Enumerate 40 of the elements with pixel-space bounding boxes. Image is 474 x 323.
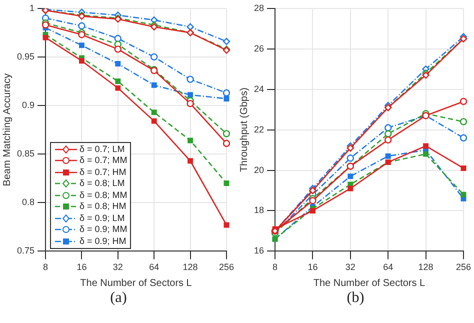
x-tick-label: 16 [308,262,318,272]
x-tick-label: 64 [383,262,394,272]
y-axis-title: Beam Matching Accuracy [2,73,13,186]
x-tick-label: 128 [418,262,434,272]
y-tick-label: 0.95 [16,51,35,62]
y-tick-label: 1 [30,2,35,13]
x-tick-label: 8 [272,262,278,272]
x-tick-label: 16 [76,262,87,272]
legend-label: δ = 0.8; HM [80,201,126,213]
legend-label: δ = 0.8; LM [80,178,125,190]
x-tick-label: 8 [43,262,48,272]
legend-label: δ = 0.7; LM [80,144,125,156]
y-tick-label: 28 [254,2,264,13]
y-tick-label: 18 [254,205,264,216]
legend-label: δ = 0.8; MM [80,190,128,202]
x-tick-label: 128 [182,262,198,272]
x-axis-title: The Number of Sectors L [313,278,426,289]
y-tick-label: 0.8 [22,197,35,208]
x-tick-label: 256 [218,262,234,272]
legend-label: δ = 0.9; LM [80,212,125,224]
y-tick-label: 26 [254,43,264,54]
x-tick-label: 64 [149,262,160,272]
y-tick-label: 0.9 [22,100,35,110]
legend-label: δ = 0.7; HM [80,166,126,178]
x-tick-label: 256 [456,262,472,272]
legend-label: δ = 0.9; MM [80,224,128,236]
x-tick-label: 32 [345,262,356,272]
y-tick-label: 16 [254,246,264,256]
y-axis-title: Throughput (Gbps) [238,88,250,172]
legend-label: δ = 0.9; HM [80,236,126,248]
y-tick-label: 20 [254,164,264,175]
text: (b) [346,290,366,307]
legend-label: δ = 0.7; MM [80,155,128,167]
x-axis-title: The Number of Sectors L [80,278,192,289]
y-tick-label: 24 [254,84,264,94]
x-tick-label: 32 [112,262,123,272]
text: (a) [109,290,128,307]
y-tick-label: 0.75 [16,246,35,256]
y-tick-label: 22 [254,124,264,134]
y-tick-label: 0.85 [16,148,35,159]
